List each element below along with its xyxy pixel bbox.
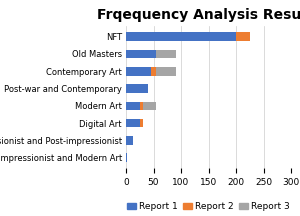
Title: Frqequency Analysis Results: Frqequency Analysis Results	[97, 8, 300, 22]
Bar	[126, 84, 148, 93]
Bar	[142, 102, 156, 110]
Bar	[126, 102, 140, 110]
Bar	[140, 119, 142, 127]
Bar	[126, 67, 151, 76]
Legend: Report 1, Report 2, Report 3: Report 1, Report 2, Report 3	[124, 199, 293, 215]
Bar	[126, 153, 127, 162]
Bar	[236, 32, 250, 41]
Bar	[126, 32, 236, 41]
Bar	[126, 119, 140, 127]
Bar	[151, 67, 156, 76]
Bar	[140, 102, 142, 110]
Bar	[126, 136, 133, 145]
Bar	[156, 50, 176, 58]
Bar	[126, 50, 156, 58]
Bar	[156, 67, 176, 76]
